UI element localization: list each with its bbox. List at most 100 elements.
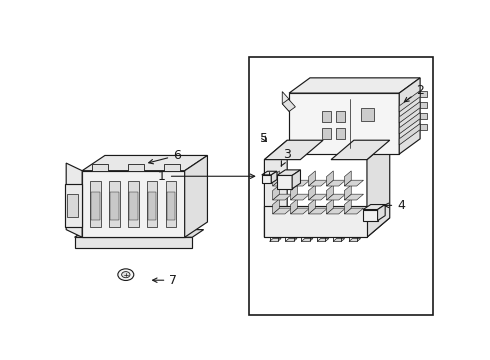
Polygon shape	[272, 171, 279, 186]
Polygon shape	[344, 171, 351, 186]
Text: 6: 6	[148, 149, 181, 164]
Polygon shape	[420, 113, 427, 119]
Polygon shape	[272, 199, 279, 214]
Circle shape	[122, 271, 130, 278]
Polygon shape	[82, 156, 207, 171]
Polygon shape	[344, 208, 364, 214]
Polygon shape	[344, 185, 351, 200]
Polygon shape	[291, 171, 297, 186]
Bar	[110, 192, 119, 220]
Bar	[91, 192, 99, 220]
Text: 4: 4	[384, 199, 405, 212]
Polygon shape	[326, 208, 345, 214]
Bar	[322, 128, 331, 139]
Polygon shape	[270, 238, 281, 242]
Polygon shape	[309, 194, 328, 200]
Polygon shape	[74, 230, 204, 237]
Bar	[129, 192, 138, 220]
Text: 7: 7	[152, 274, 177, 287]
Text: 5: 5	[260, 132, 269, 145]
Polygon shape	[128, 164, 144, 171]
Polygon shape	[333, 238, 345, 242]
Polygon shape	[309, 171, 316, 186]
Polygon shape	[272, 180, 292, 186]
Polygon shape	[344, 180, 364, 186]
Polygon shape	[272, 194, 292, 200]
Polygon shape	[164, 164, 179, 171]
Polygon shape	[282, 91, 289, 111]
Polygon shape	[420, 91, 427, 97]
Polygon shape	[309, 208, 328, 214]
Polygon shape	[66, 163, 82, 237]
Polygon shape	[291, 185, 297, 200]
Polygon shape	[399, 102, 420, 123]
Text: 3: 3	[281, 148, 291, 166]
Polygon shape	[282, 99, 295, 111]
Polygon shape	[331, 140, 390, 159]
Polygon shape	[344, 199, 351, 214]
Polygon shape	[185, 156, 207, 237]
Bar	[148, 192, 156, 220]
Polygon shape	[326, 180, 345, 186]
Polygon shape	[326, 199, 333, 214]
Polygon shape	[291, 199, 297, 214]
Polygon shape	[309, 199, 316, 214]
Polygon shape	[326, 171, 333, 186]
Polygon shape	[271, 171, 277, 183]
Polygon shape	[289, 93, 399, 154]
Polygon shape	[378, 204, 385, 221]
Text: 2: 2	[404, 84, 424, 102]
Text: 1: 1	[158, 170, 255, 183]
Polygon shape	[399, 91, 420, 112]
Bar	[336, 128, 345, 139]
Bar	[167, 192, 175, 220]
Polygon shape	[363, 204, 385, 210]
Circle shape	[118, 269, 134, 280]
Polygon shape	[349, 238, 361, 242]
Polygon shape	[272, 185, 279, 200]
Bar	[67, 194, 78, 217]
Polygon shape	[265, 140, 323, 159]
Polygon shape	[301, 238, 313, 242]
Polygon shape	[109, 181, 120, 227]
Polygon shape	[291, 194, 310, 200]
Polygon shape	[344, 194, 364, 200]
Polygon shape	[399, 123, 420, 145]
Polygon shape	[367, 140, 390, 237]
Bar	[249, 57, 434, 315]
Polygon shape	[90, 181, 100, 227]
Bar	[322, 111, 331, 122]
Polygon shape	[326, 194, 345, 200]
Polygon shape	[265, 206, 367, 237]
Polygon shape	[399, 113, 420, 134]
Polygon shape	[317, 238, 329, 242]
Polygon shape	[277, 170, 300, 175]
Polygon shape	[289, 78, 420, 93]
Polygon shape	[363, 210, 378, 221]
Polygon shape	[420, 102, 427, 108]
Polygon shape	[74, 237, 192, 248]
Polygon shape	[277, 175, 292, 189]
Polygon shape	[291, 180, 310, 186]
Polygon shape	[128, 181, 139, 227]
Polygon shape	[291, 208, 310, 214]
Polygon shape	[166, 181, 176, 227]
Bar	[361, 108, 374, 121]
Polygon shape	[265, 218, 390, 237]
Polygon shape	[420, 123, 427, 130]
Polygon shape	[82, 171, 185, 237]
Polygon shape	[265, 140, 287, 237]
Bar	[336, 111, 345, 122]
Polygon shape	[65, 184, 82, 227]
Polygon shape	[399, 78, 420, 154]
Polygon shape	[286, 238, 297, 242]
Polygon shape	[262, 175, 271, 183]
Polygon shape	[147, 181, 157, 227]
Polygon shape	[309, 185, 316, 200]
Polygon shape	[292, 170, 300, 189]
Polygon shape	[272, 208, 292, 214]
Polygon shape	[309, 180, 328, 186]
Polygon shape	[262, 171, 277, 175]
Polygon shape	[93, 164, 108, 171]
Polygon shape	[326, 185, 333, 200]
